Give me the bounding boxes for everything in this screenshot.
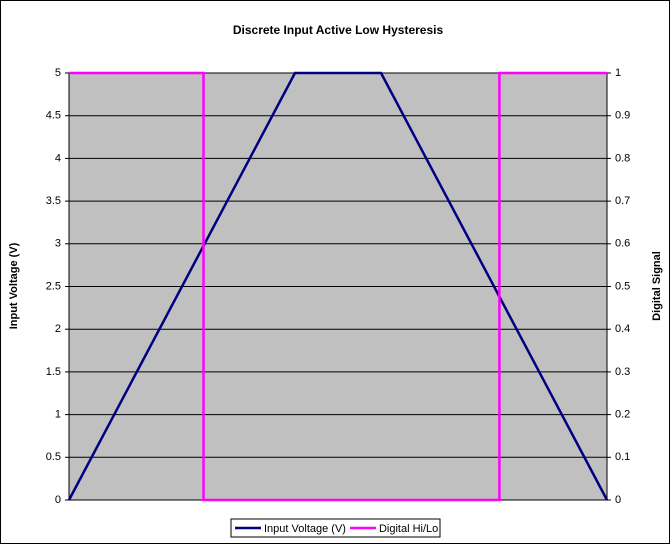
y-tick-label: 2.5 [46,280,61,292]
y2-tick-label: 0.8 [615,152,630,164]
chart-title: Discrete Input Active Low Hysteresis [233,23,444,37]
y2-tick-label: 1 [615,67,621,79]
y2-tick-label: 0.2 [615,409,630,421]
y2-tick-label: 0.7 [615,195,630,207]
legend: Input Voltage (V) Digital Hi/Lo [230,518,441,538]
series-line [67,71,609,501]
series-line [69,71,607,502]
y2-tick-label: 0.5 [615,280,630,292]
y-tick-label: 0.5 [46,451,61,463]
y-tick-label: 3.5 [46,195,61,207]
y-tick-label: 4 [55,152,61,164]
y2-tick-label: 0.6 [615,238,630,250]
y2-tick-label: 0.1 [615,451,630,463]
y-tick-label: 5 [55,67,61,79]
y-tick-label: 3 [55,238,61,250]
y2-tick-label: 0.3 [615,366,630,378]
y-tick-label: 4.5 [46,110,61,122]
legend-label: Input Voltage (V) [264,523,346,535]
y2-axis-label: Digital Signal [651,251,663,321]
y2-tick-label: 0 [615,494,621,506]
y2-tick-label: 0.4 [615,323,630,335]
y2-tick-label: 0.9 [615,110,630,122]
y-axis-label: Input Voltage (V) [8,242,20,329]
y-tick-label: 1.5 [46,366,61,378]
y-tick-label: 1 [55,409,61,421]
legend-box [230,518,441,538]
y-tick-label: 0 [55,494,61,506]
legend-label: Digital Hi/Lo [379,523,438,535]
y-tick-label: 2 [55,323,61,335]
